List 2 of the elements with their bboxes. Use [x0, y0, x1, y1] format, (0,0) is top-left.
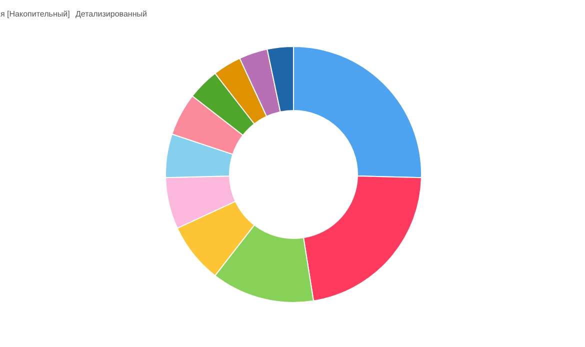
- text: я [Накопительный]: [0, 10, 70, 18]
- text: Детализированный: [76, 10, 147, 18]
